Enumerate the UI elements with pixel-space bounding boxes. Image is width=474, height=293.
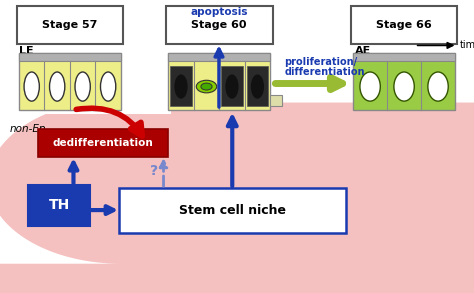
Bar — [353, 53, 455, 110]
Text: AE: AE — [355, 46, 371, 56]
Ellipse shape — [24, 72, 39, 101]
Bar — [168, 53, 270, 110]
Text: proliferation/: proliferation/ — [284, 57, 357, 67]
FancyBboxPatch shape — [118, 188, 346, 233]
Bar — [0, 0, 171, 114]
Circle shape — [196, 80, 217, 93]
Ellipse shape — [75, 72, 90, 101]
FancyBboxPatch shape — [351, 6, 457, 44]
Text: time: time — [460, 40, 474, 50]
FancyBboxPatch shape — [28, 185, 90, 226]
Ellipse shape — [428, 72, 448, 101]
Bar — [247, 66, 268, 106]
Polygon shape — [0, 100, 121, 264]
Ellipse shape — [251, 74, 264, 99]
Ellipse shape — [49, 72, 65, 101]
Bar — [168, 53, 270, 61]
Text: Stage 60: Stage 60 — [191, 20, 247, 30]
Bar — [19, 53, 121, 61]
FancyBboxPatch shape — [38, 129, 168, 157]
Text: TH: TH — [49, 198, 70, 212]
FancyBboxPatch shape — [17, 6, 123, 44]
Text: Stem cell niche: Stem cell niche — [179, 204, 286, 217]
Text: dedifferentiation: dedifferentiation — [53, 138, 154, 148]
Ellipse shape — [100, 72, 116, 101]
Text: non-Ep: non-Ep — [9, 124, 46, 134]
Text: ?: ? — [150, 164, 158, 178]
Text: differentiation: differentiation — [284, 67, 365, 77]
Text: Stage 57: Stage 57 — [42, 20, 98, 30]
Bar — [270, 95, 282, 106]
Text: Stage 66: Stage 66 — [376, 20, 432, 30]
Bar — [353, 53, 455, 61]
Bar — [19, 53, 121, 110]
Bar — [170, 66, 191, 106]
Circle shape — [201, 83, 212, 90]
Text: apoptosis: apoptosis — [190, 7, 248, 17]
Ellipse shape — [360, 72, 380, 101]
FancyBboxPatch shape — [0, 103, 474, 293]
FancyBboxPatch shape — [166, 6, 273, 44]
Ellipse shape — [174, 74, 188, 99]
Text: LE: LE — [19, 46, 34, 56]
Ellipse shape — [225, 74, 238, 99]
Ellipse shape — [394, 72, 414, 101]
Bar — [221, 66, 243, 106]
